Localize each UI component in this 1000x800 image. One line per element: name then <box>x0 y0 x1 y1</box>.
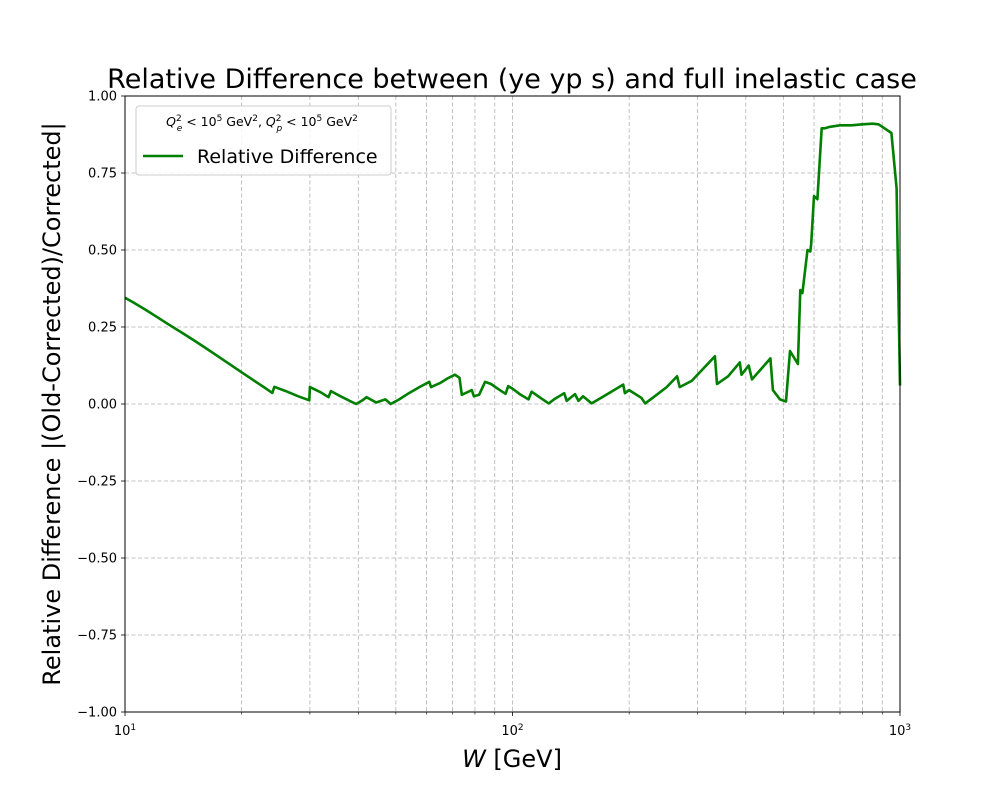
y-tick-label: −0.75 <box>77 629 117 644</box>
x-axis-label-symbol: W <box>462 745 487 773</box>
x-tick-label: 101 <box>114 723 136 739</box>
y-tick-label: −0.25 <box>77 475 117 490</box>
legend-box <box>135 105 392 176</box>
x-axis-label-unit: [GeV] <box>486 745 562 773</box>
y-axis-label: Relative Difference |(Old-Corrected)/Cor… <box>38 122 66 685</box>
x-axis-label: W [GeV] <box>462 745 562 773</box>
x-tick-label: 102 <box>501 723 523 739</box>
legend-label-relative-difference: Relative Difference <box>197 146 378 168</box>
chart-title: Relative Difference between (ye yp s) an… <box>107 64 917 95</box>
grid <box>124 95 901 713</box>
y-tick-label: 0.25 <box>88 321 117 336</box>
y-tick-label: −1.00 <box>77 706 117 721</box>
ticks: 101 102 103 1.00 0.75 0.50 0.25 0.00 −0.25 −0.50 −… <box>77 90 911 740</box>
y-tick-label: 0.00 <box>88 398 117 413</box>
legend-title: Q2 e < 105 GeV2, Q2 p < 105 GeV2 <box>166 114 358 134</box>
y-tick-label: 1.00 <box>88 90 117 105</box>
series-layer <box>124 122 902 406</box>
x-tick-label: 103 <box>889 723 911 739</box>
y-tick-label: 0.50 <box>88 244 117 259</box>
series-line-relative-difference <box>124 122 902 406</box>
y-tick-label: 0.75 <box>88 167 117 182</box>
y-tick-label: −0.50 <box>77 552 117 567</box>
legend: Q2 e < 105 GeV2, Q2 p < 105 GeV2 Relative … <box>135 105 392 176</box>
